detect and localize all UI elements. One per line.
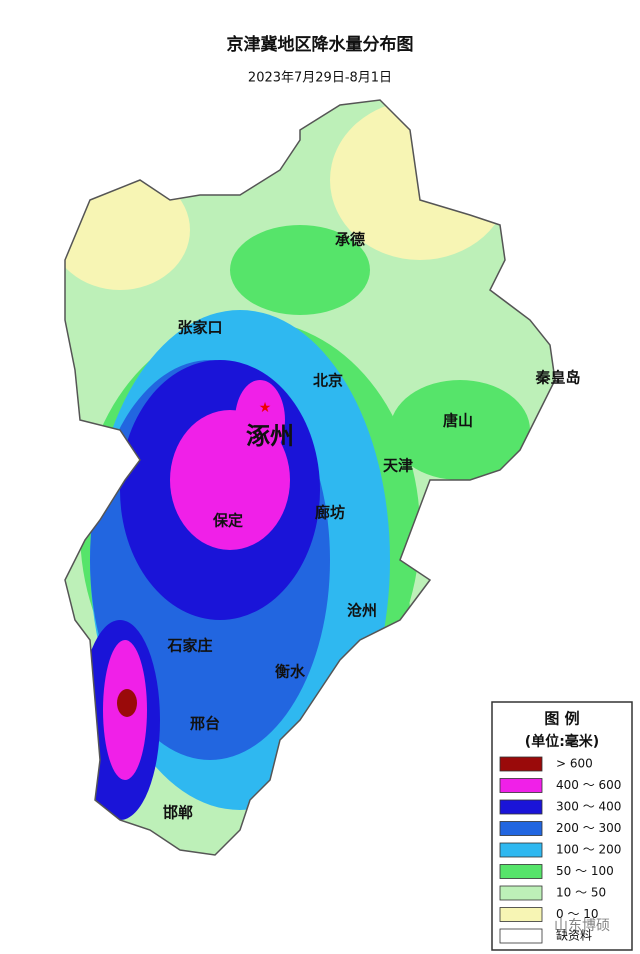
city-label: 邢台: [189, 715, 220, 733]
city-label: 涿州: [246, 422, 294, 450]
legend-label: 10 ～ 50: [556, 886, 606, 900]
city-label: 衡水: [275, 663, 306, 681]
legend-label: 0 ～ 10: [556, 907, 599, 921]
city-label: 保定: [212, 512, 243, 530]
legend-label: 300 ～ 400: [556, 800, 621, 814]
legend-title: 图 例: [544, 710, 579, 728]
zone-50-100: [390, 380, 530, 480]
watermark: 山东博硕: [554, 917, 610, 934]
legend-swatch: [499, 756, 543, 772]
legend-label: > 600: [556, 757, 593, 771]
city-label: 邯郸: [163, 804, 193, 822]
legend-label: 400 ～ 600: [556, 778, 621, 792]
title: 京津冀地区降水量分布图: [227, 34, 414, 55]
legend-label: 200 ～ 300: [556, 821, 621, 835]
subtitle: 2023年7月29日-8月1日: [248, 71, 392, 86]
legend-swatch: [499, 842, 543, 858]
legend-swatch: [499, 928, 543, 944]
legend-swatch: [499, 864, 543, 879]
city-label: 北京: [313, 372, 343, 390]
legend-label: 100 ～ 200: [556, 843, 621, 857]
city-label: 沧州: [347, 602, 377, 620]
legend-swatch: [499, 778, 543, 793]
legend-label: 缺资料: [556, 928, 592, 943]
city-label: 唐山: [443, 412, 473, 430]
legend-swatch: [499, 799, 543, 815]
city-label: 承德: [335, 231, 365, 249]
legend-unit: (单位:毫米): [525, 733, 599, 750]
city-label: 天津: [383, 457, 413, 475]
zone-400-600: [235, 380, 285, 460]
zone-over-600: [117, 689, 137, 717]
legend-swatch: [499, 821, 543, 836]
city-label: 廊坊: [315, 504, 345, 522]
city-label: 石家庄: [166, 637, 212, 655]
zone-50-100: [230, 225, 370, 315]
city-label: 秦皇岛: [534, 369, 580, 387]
city-label: 张家口: [177, 319, 222, 337]
capital-star: ★: [259, 400, 272, 416]
legend-swatch: [499, 885, 543, 901]
legend-swatch: [499, 907, 543, 922]
legend-label: 50 ～ 100: [556, 864, 614, 878]
